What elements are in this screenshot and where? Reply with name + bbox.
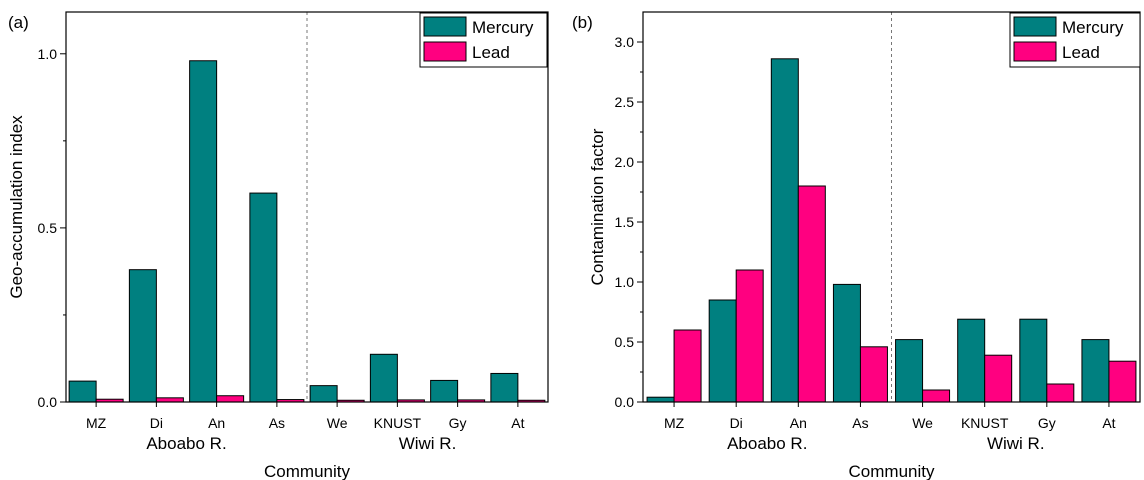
legend-label-mercury: Mercury	[1062, 18, 1124, 37]
legend-label-lead: Lead	[472, 43, 510, 62]
bar-lead-di	[735, 269, 764, 403]
bar-mercury-knust	[369, 353, 398, 403]
legend-swatch-mercury	[1013, 16, 1057, 37]
bar-mercury-as	[249, 192, 278, 403]
x-tick-label: KNUST	[961, 415, 1009, 431]
bar-lead-knust	[984, 354, 1013, 403]
x-tick-label: Gy	[1038, 415, 1056, 431]
bar-mercury-an	[770, 58, 799, 403]
y-tick-label: 2.5	[615, 94, 635, 110]
group-label-aboabo: Aboabo R.	[727, 434, 807, 453]
legend-label-mercury: Mercury	[472, 18, 534, 37]
group-label-aboabo: Aboabo R.	[146, 434, 226, 453]
y-axis-title: Contamination factor	[588, 128, 607, 285]
legend-swatch-lead	[423, 41, 467, 62]
bar-mercury-mz	[68, 380, 97, 403]
x-tick-label: Di	[730, 415, 743, 431]
bar-lead-as	[859, 346, 888, 403]
panel-label: (a)	[8, 13, 29, 32]
x-tick-label: As	[852, 415, 868, 431]
bar-lead-an	[216, 395, 245, 403]
bar-lead-di	[155, 397, 184, 403]
y-tick-label: 1.5	[615, 214, 635, 230]
x-tick-label: We	[327, 415, 348, 431]
x-tick-label: KNUST	[374, 415, 422, 431]
panel-label: (b)	[572, 13, 593, 32]
bar-lead-at	[1108, 360, 1137, 403]
bar-mercury-gy	[1019, 318, 1048, 403]
bar-mercury-at	[490, 372, 519, 403]
bar-mercury-at	[1081, 339, 1110, 403]
bar-lead-we	[922, 389, 951, 403]
plot-frame	[642, 11, 1141, 403]
bar-mercury-we	[309, 385, 338, 403]
x-tick-label: We	[912, 415, 933, 431]
y-tick-label: 1.0	[615, 274, 635, 290]
x-tick-label: MZ	[664, 415, 685, 431]
plot-frame	[65, 11, 549, 403]
x-tick-label: As	[269, 415, 285, 431]
y-tick-label: 2.0	[615, 154, 635, 170]
x-axis-title: Community	[264, 462, 350, 480]
x-tick-label: An	[208, 415, 225, 431]
y-tick-label: 3.0	[615, 34, 635, 50]
bar-lead-gy	[1046, 383, 1075, 403]
legend: Mercury Lead	[419, 12, 548, 68]
chart-panel-1: (b) 0.0 0.5 1.0 1.5 2.0 2.5 3.0 MZ Di An As We KNUST G…	[572, 11, 1141, 480]
y-axis-title: Geo-accumulation index	[7, 115, 26, 299]
legend: Mercury Lead	[1009, 12, 1141, 68]
y-tick-label: 1.0	[38, 46, 58, 62]
bar-mercury-mz	[646, 396, 675, 403]
y-tick-label: 0.0	[38, 394, 58, 410]
bar-mercury-gy	[430, 379, 459, 403]
bar-lead-mz	[673, 329, 702, 403]
bar-mercury-as	[832, 283, 861, 403]
legend-swatch-lead	[1013, 41, 1057, 62]
x-tick-label: MZ	[86, 415, 107, 431]
bar-mercury-di	[708, 299, 737, 403]
group-label-wiwi: Wiwi R.	[987, 434, 1045, 453]
bar-mercury-an	[189, 60, 218, 403]
x-tick-label: At	[1102, 415, 1115, 431]
y-tick-label: 0.5	[615, 334, 635, 350]
chart-panel-0: (a) 0.0 0.5 1.0 MZ Di An As We KNUST Gy At Aboabo R.…	[7, 11, 549, 480]
bar-mercury-di	[128, 269, 157, 403]
bar-mercury-knust	[957, 318, 986, 403]
bar-mercury-we	[895, 339, 924, 403]
x-tick-label: An	[790, 415, 807, 431]
bar-lead-an	[797, 185, 826, 403]
legend-swatch-mercury	[423, 16, 467, 37]
x-axis-title: Community	[849, 462, 935, 480]
y-tick-label: 0.0	[615, 394, 635, 410]
x-tick-label: Gy	[449, 415, 467, 431]
x-tick-label: Di	[150, 415, 163, 431]
x-tick-label: At	[511, 415, 524, 431]
group-label-wiwi: Wiwi R.	[399, 434, 457, 453]
y-tick-label: 0.5	[38, 220, 58, 236]
legend-label-lead: Lead	[1062, 43, 1100, 62]
